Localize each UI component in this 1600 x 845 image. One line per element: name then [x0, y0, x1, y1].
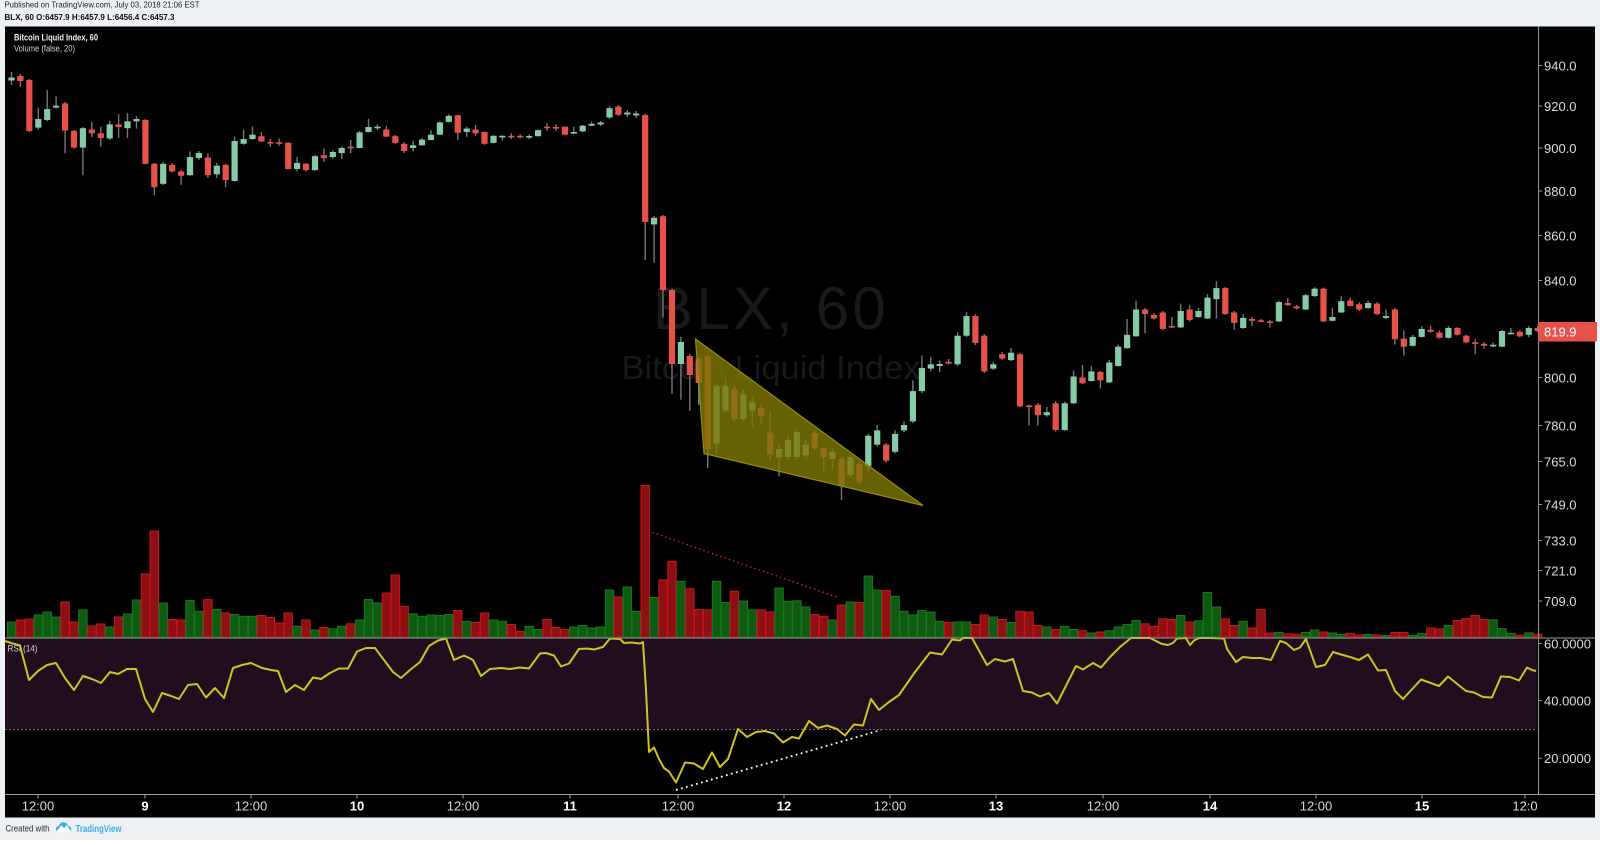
svg-text:12:0: 12:0 — [1512, 799, 1537, 814]
svg-text:14: 14 — [1203, 799, 1218, 814]
svg-text:900.0: 900.0 — [1544, 141, 1577, 156]
svg-text:749.0: 749.0 — [1544, 497, 1577, 512]
svg-text:11: 11 — [563, 799, 577, 814]
svg-text:Bitcoin Liquid Index: Bitcoin Liquid Index — [622, 349, 922, 386]
svg-text:Bitcoin Liquid Index, 60: Bitcoin Liquid Index, 60 — [14, 33, 98, 43]
svg-text:15: 15 — [1415, 799, 1429, 814]
svg-text:819.9: 819.9 — [1544, 325, 1577, 340]
svg-text:12: 12 — [777, 799, 791, 814]
svg-text:709.0: 709.0 — [1544, 594, 1577, 609]
svg-text:9: 9 — [141, 799, 148, 814]
svg-text:RSI (14): RSI (14) — [8, 644, 38, 654]
svg-text:721.0: 721.0 — [1544, 563, 1577, 578]
svg-text:BLX, 60: BLX, 60 — [653, 275, 889, 342]
svg-text:10: 10 — [350, 799, 364, 814]
svg-text:780.0: 780.0 — [1544, 418, 1577, 433]
svg-text:40.0000: 40.0000 — [1544, 693, 1591, 708]
svg-text:12:00: 12:00 — [447, 799, 480, 814]
svg-text:BLX, 60 O:6457.9 H:6457.9 L:6: BLX, 60 O:6457.9 H:6457.9 L:6456.4 C:645… — [5, 12, 175, 22]
svg-text:880.0: 880.0 — [1544, 184, 1577, 199]
svg-text:20.0000: 20.0000 — [1544, 751, 1591, 766]
svg-text:Volume (false, 20): Volume (false, 20) — [14, 44, 75, 54]
svg-text:860.0: 860.0 — [1544, 228, 1577, 243]
svg-text:12:00: 12:00 — [22, 799, 55, 814]
svg-text:TradingView: TradingView — [76, 824, 122, 835]
svg-text:13: 13 — [989, 799, 1003, 814]
svg-text:12:00: 12:00 — [874, 799, 907, 814]
svg-text:12:00: 12:00 — [1087, 799, 1120, 814]
svg-text:940.0: 940.0 — [1544, 58, 1577, 73]
svg-text:12:00: 12:00 — [1300, 799, 1333, 814]
svg-text:Published on TradingView.com,: Published on TradingView.com, July 03, 2… — [5, 0, 200, 10]
svg-text:12:00: 12:00 — [235, 799, 268, 814]
svg-text:733.0: 733.0 — [1544, 533, 1577, 548]
svg-text:800.0: 800.0 — [1544, 370, 1577, 385]
svg-text:12:00: 12:00 — [662, 799, 695, 814]
svg-text:920.0: 920.0 — [1544, 99, 1577, 114]
svg-text:765.0: 765.0 — [1544, 454, 1577, 469]
svg-text:840.0: 840.0 — [1544, 273, 1577, 288]
svg-text:Created with: Created with — [6, 824, 50, 835]
svg-text:60.0000: 60.0000 — [1544, 636, 1591, 651]
